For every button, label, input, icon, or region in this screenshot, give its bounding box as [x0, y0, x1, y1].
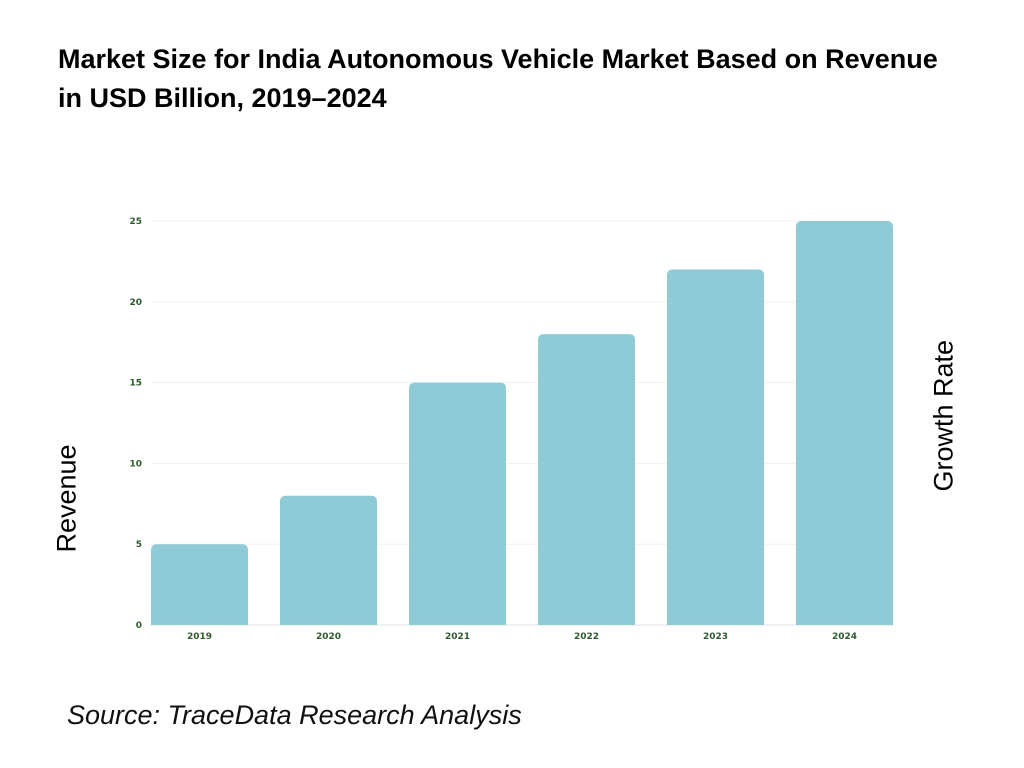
chart-title: Market Size for India Autonomous Vehicle… — [58, 44, 938, 113]
x-tick-label: 2019 — [187, 632, 212, 642]
x-tick-label: 2023 — [703, 632, 728, 642]
y-tick-label: 10 — [129, 459, 142, 469]
y-tick-label: 0 — [136, 621, 142, 631]
x-tick-label: 2024 — [832, 632, 857, 642]
bar-2021 — [409, 382, 506, 625]
x-tick-label: 2022 — [574, 632, 599, 642]
bar-2023 — [667, 269, 764, 625]
y-tick-label: 25 — [129, 217, 142, 227]
y-tick-label: 20 — [129, 298, 142, 308]
y-tick-label: 5 — [136, 540, 142, 550]
x-tick-label: 2020 — [316, 632, 341, 642]
bar-2022 — [538, 334, 635, 625]
y-tick-label: 15 — [129, 379, 142, 389]
bar-2020 — [280, 495, 377, 625]
source-note: Source: TraceData Research Analysis — [67, 700, 522, 730]
x-tick-label: 2021 — [445, 632, 470, 642]
bar-2024 — [796, 221, 893, 625]
bar-2019 — [151, 544, 248, 625]
